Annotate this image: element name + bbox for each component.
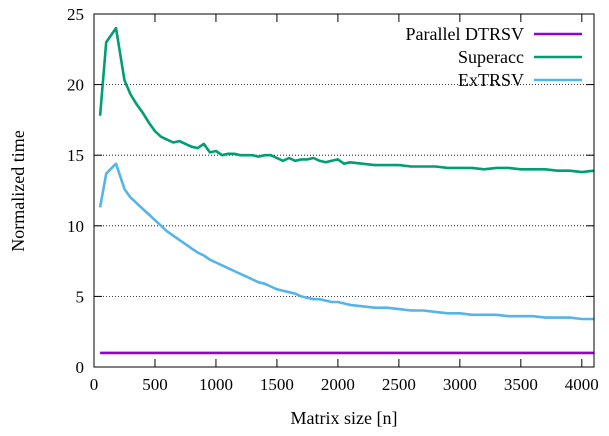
tick-label-layer: 0 5 10 15 20 25 0 500 1000 1500 2000 2500 3000 3500 40…	[67, 5, 599, 394]
y-tick-label: 15	[67, 146, 84, 165]
x-tick-label: 3000	[443, 375, 477, 394]
x-tick-label: 0	[90, 375, 99, 394]
y-tick-label: 10	[67, 217, 84, 236]
x-tick-label: 2000	[321, 375, 355, 394]
x-tick-label: 4000	[565, 375, 599, 394]
legend-label: Superacc	[458, 47, 524, 67]
y-axis-title: Normalized time	[8, 130, 28, 251]
plot-frame	[93, 13, 595, 368]
legend: Parallel DTRSV Superacc ExTRSV	[406, 24, 582, 90]
y-tick-label: 25	[67, 5, 84, 24]
x-tick-label: 1500	[260, 375, 294, 394]
x-axis-title: Matrix size [n]	[291, 408, 398, 428]
series-line-2	[98, 162, 594, 321]
y-tick-label: 5	[76, 287, 85, 306]
legend-label: ExTRSV	[458, 70, 524, 90]
tick-layer	[93, 13, 594, 368]
x-tick-label: 3500	[504, 375, 538, 394]
legend-label: Parallel DTRSV	[406, 24, 525, 44]
series-layer	[98, 26, 595, 355]
x-tick-label: 500	[142, 375, 168, 394]
y-tick-label: 20	[67, 76, 84, 95]
grid-layer	[94, 84, 594, 297]
x-tick-label: 1000	[199, 375, 233, 394]
y-tick-label: 0	[76, 358, 85, 377]
x-tick-label: 2500	[382, 375, 416, 394]
series-line-1	[98, 26, 595, 174]
